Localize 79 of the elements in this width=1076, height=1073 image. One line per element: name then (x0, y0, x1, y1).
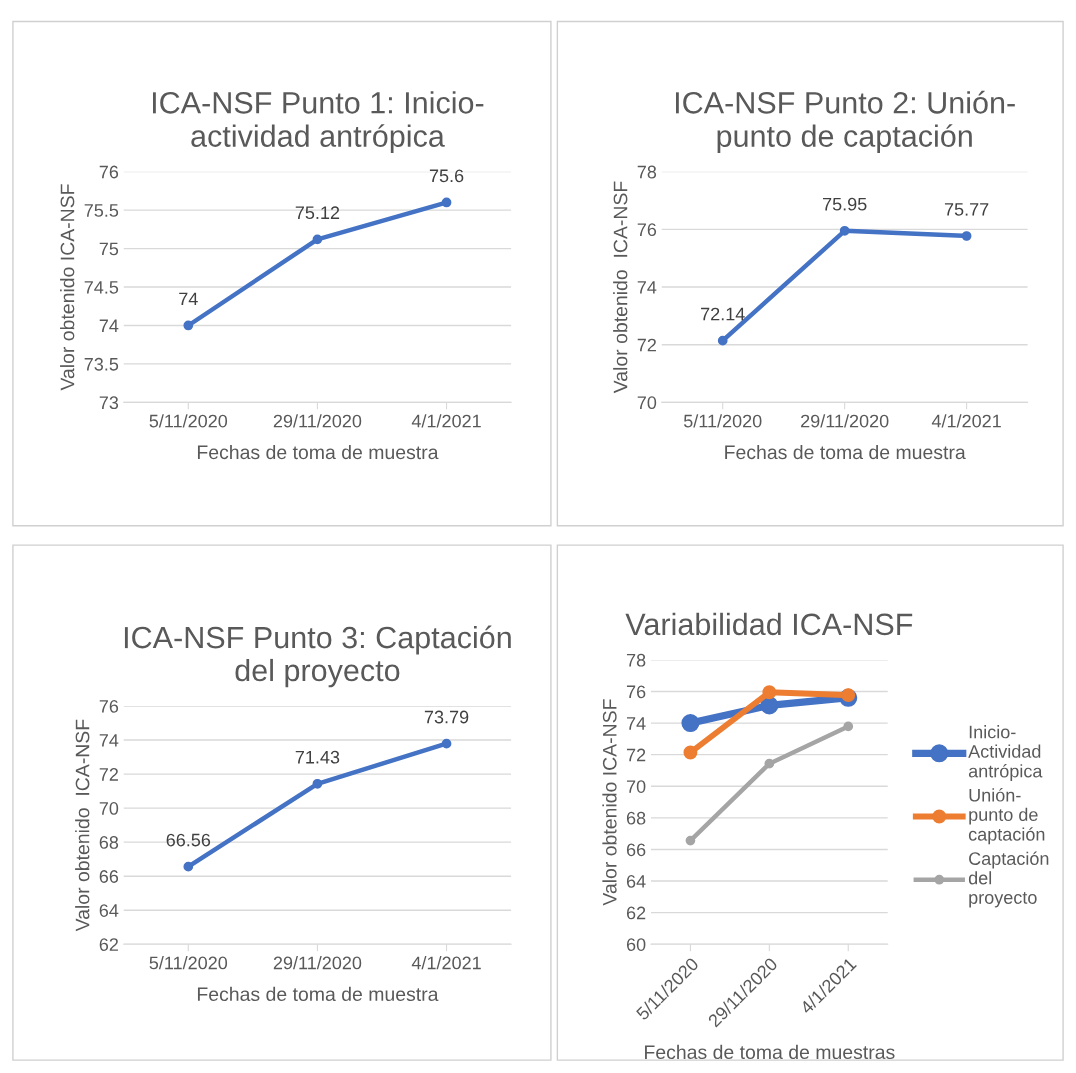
y-axis-title: Valor obtenido ICA-NSF (602, 699, 617, 906)
y-tick-label: 72 (637, 338, 656, 352)
point (685, 835, 696, 846)
x-tick-label: 29/11/2020 (273, 414, 362, 428)
y-tick-label: 74.5 (84, 281, 119, 294)
point (841, 688, 856, 703)
chart-title: Variabilidad ICA-NSF (625, 612, 913, 636)
y-tick-label: 64 (99, 904, 119, 917)
legend-label: Captación del proyecto (968, 851, 1049, 908)
point (312, 234, 323, 245)
data-label: 73.79 (424, 710, 469, 724)
chart-title: ICA-NSF Punto 1: Inicio- actividad antrópica (152, 91, 484, 154)
y-tick-label: 76 (626, 685, 646, 699)
point (312, 778, 323, 789)
y-tick-label: 75 (99, 242, 119, 256)
x-axis-title: Fechas de toma de muestras (645, 1044, 895, 1060)
y-tick-label: 62 (99, 938, 118, 951)
y-tick-label: 70 (637, 396, 657, 410)
y-tick-label: 78 (637, 165, 657, 179)
point (681, 714, 700, 733)
y-axis-title: Valor obtenido ICA-NSF (613, 181, 628, 394)
y-tick-label: 74 (637, 281, 657, 294)
point (961, 231, 972, 241)
y-tick-label: 78 (626, 653, 646, 667)
y-tick-label: 68 (626, 811, 646, 825)
y-tick-label: 60 (626, 938, 646, 951)
y-tick-label: 72 (626, 748, 646, 762)
point (764, 758, 775, 769)
y-tick-label: 62 (626, 906, 646, 920)
x-tick-label: 29/11/2020 (801, 414, 889, 428)
y-tick-label: 76 (99, 165, 119, 179)
y-tick-label: 68 (99, 836, 119, 849)
y-tick-label: 76 (99, 699, 119, 713)
data-label: 71.43 (295, 750, 340, 764)
x-tick-label: 4/1/2021 (411, 414, 481, 428)
x-tick-label: 4/1/2021 (931, 414, 1001, 428)
x-tick-label: 5/11/2020 (683, 414, 762, 428)
y-tick-label: 76 (637, 223, 657, 237)
point (441, 197, 452, 208)
y-tick-label: 70 (626, 780, 646, 793)
point (183, 320, 194, 331)
y-axis-title: Valor obtenido ICA-NSF (75, 719, 90, 932)
x-tick-label: 5/11/2020 (149, 414, 228, 428)
data-label: 75.6 (429, 169, 464, 183)
y-tick-label: 74 (99, 319, 119, 333)
y-tick-label: 73.5 (84, 357, 119, 371)
data-label: 66.56 (166, 833, 211, 847)
chart-title: ICA-NSF Punto 3: Captación del proyecto (124, 625, 511, 688)
x-tick-label: 29/11/2020 (273, 956, 362, 970)
y-tick-label: 64 (626, 874, 646, 888)
data-label: 75.95 (823, 197, 867, 211)
point (839, 225, 850, 236)
legend-label: Unión- punto de captación (968, 788, 1045, 845)
y-tick-label: 66 (626, 843, 646, 857)
legend-label: Inicio- Actividad antrópica (968, 725, 1043, 782)
x-axis-title: Fechas de toma de muestra (725, 444, 966, 460)
point (683, 745, 698, 760)
y-tick-label: 74 (626, 717, 646, 730)
x-axis-title: Fechas de toma de muestra (197, 444, 439, 460)
point (441, 738, 452, 749)
y-tick-label: 73 (99, 396, 119, 410)
x-axis-title: Fechas de toma de muestra (197, 986, 439, 1002)
data-label: 75.12 (295, 206, 340, 220)
data-label: 75.77 (944, 203, 989, 216)
chart-title: ICA-NSF Punto 2: Unión- punto de captación (675, 90, 1015, 154)
x-tick-label: 4/1/2021 (411, 956, 481, 970)
y-tick-label: 74 (99, 734, 119, 747)
data-label: 74 (179, 292, 198, 306)
point (183, 861, 194, 872)
point (717, 335, 728, 346)
y-axis-title: Valor obtenido ICA-NSF (60, 184, 75, 391)
y-tick-label: 70 (99, 802, 119, 815)
y-tick-label: 75.5 (84, 204, 119, 217)
point (762, 685, 777, 700)
data-label: 72.14 (701, 307, 745, 321)
x-tick-label: 5/11/2020 (149, 956, 228, 970)
y-tick-label: 66 (99, 870, 119, 883)
point (843, 721, 854, 732)
y-tick-label: 72 (99, 768, 118, 781)
